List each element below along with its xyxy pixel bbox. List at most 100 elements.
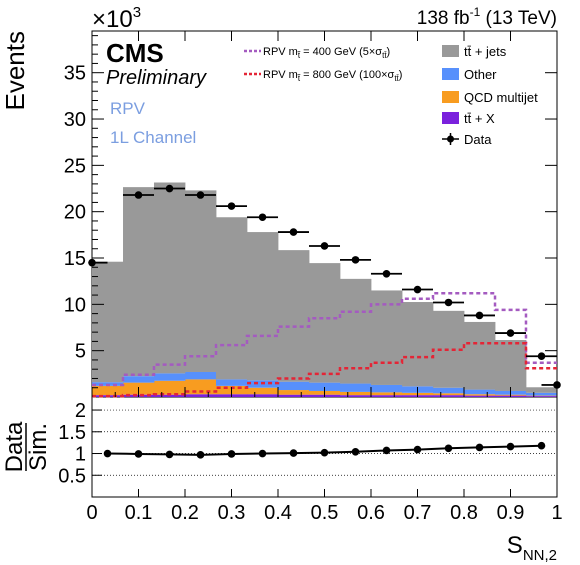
stack-bar-0-8: [339, 395, 372, 397]
data-point-11: [444, 298, 453, 307]
legend-sig800-label: RPV mt̃ = 800 GeV (100×σtt̄): [263, 69, 402, 83]
y-tick-label-6: 35: [64, 63, 86, 85]
y-exponent-label: ×103: [92, 4, 141, 33]
x-tick-label-7: 0.7: [404, 502, 432, 524]
data-point-3: [196, 191, 205, 199]
stack-bar-2-2: [153, 373, 186, 381]
stack-bar-3-7: [309, 263, 341, 383]
channel-label: 1L Channel: [110, 128, 196, 147]
data-point-1: [134, 191, 143, 199]
preliminary-label: Preliminary: [106, 67, 207, 89]
x-tick-label-2: 0.2: [171, 502, 199, 524]
stack-bar-0-11: [432, 395, 465, 397]
data-point-6: [289, 228, 298, 236]
ratio-y-axis-title: Data Sim.: [1, 421, 52, 472]
ratio-point-11: [444, 444, 453, 453]
stack-bar-1-12: [464, 394, 496, 396]
ratio-title-denominator: Sim.: [25, 423, 52, 471]
rpv-label: RPV: [110, 99, 146, 118]
y-tick-label-3: 20: [64, 202, 86, 224]
stack-bar-2-9: [371, 384, 403, 393]
stack-bar-2-6: [278, 381, 310, 391]
stack-bar-3-10: [402, 302, 434, 387]
stack-bar-0-14: [525, 396, 558, 397]
legend-qcd-label: QCD multijet: [464, 90, 538, 105]
stack-bar-3-6: [278, 250, 310, 382]
stack-bar-1-8: [339, 391, 372, 396]
x-axis-title: SNN,2: [507, 532, 557, 564]
data-point-2: [165, 184, 174, 193]
x-tick-label-5: 0.5: [311, 502, 339, 524]
signal-histograms: [92, 291, 557, 398]
ratio-y-tick-label-2: 1.5: [58, 422, 86, 444]
data-point-12: [475, 311, 484, 320]
ratio-point-2: [165, 450, 174, 459]
stack-bar-1-9: [371, 392, 403, 396]
cms-label: CMS: [106, 38, 164, 68]
stack-bar-1-6: [278, 390, 310, 395]
signal-line-1: [92, 342, 557, 398]
stack-bar-0-2: [153, 394, 186, 397]
ratio-point-8: [351, 447, 360, 456]
ratio-point-1: [134, 450, 143, 458]
ratio-point-7: [320, 448, 329, 457]
legend-ttx-label: tt̄ + X: [464, 111, 495, 126]
data-point-9: [382, 269, 391, 278]
stack-bar-0-12: [464, 395, 496, 397]
stacked-background-bars: [92, 182, 558, 397]
legend-ttjets-label: tt̄ + jets: [464, 44, 507, 59]
legend-qcd-swatch: [442, 91, 459, 103]
legend-other-swatch: [442, 68, 459, 80]
stack-bar-0-5: [246, 394, 279, 397]
x-tick-label-0: 0: [86, 502, 97, 524]
x-tick-label-4: 0.4: [264, 502, 292, 524]
data-point-15: [553, 381, 561, 389]
data-point-7: [320, 242, 329, 250]
stack-bar-2-7: [309, 382, 341, 391]
stack-bar-3-9: [371, 290, 403, 385]
legend-data-marker: [442, 133, 459, 145]
data-point-8: [351, 256, 360, 264]
y-tick-label-1: 10: [64, 294, 86, 316]
data-point-13: [506, 329, 515, 337]
stack-bar-3-5: [246, 232, 279, 381]
x-tick-label-9: 0.9: [497, 502, 525, 524]
stack-bar-2-8: [339, 383, 372, 392]
ratio-y-tick-label-1: 1: [75, 444, 86, 466]
x-tick-label-1: 0.1: [125, 502, 153, 524]
ratio-title-numerator: Data: [1, 421, 28, 472]
stack-bar-3-0: [92, 261, 124, 383]
ratio-point-5: [258, 449, 267, 458]
ratio-point-10: [413, 445, 422, 454]
stack-bar-1-0: [92, 385, 124, 396]
stack-bar-3-4: [216, 217, 248, 380]
stack-bar-3-13: [495, 340, 527, 391]
legend-ttx-swatch: [442, 112, 459, 124]
ratio-y-tick-label-0: 0.5: [58, 465, 86, 487]
ratio-points: [92, 409, 557, 476]
x-tick-label-10: 1: [551, 502, 562, 524]
legend-sig400-label: RPV mt̃ = 400 GeV (5×σtt̄): [263, 46, 390, 60]
data-point-4: [227, 202, 236, 210]
ratio-point-6: [289, 449, 298, 457]
ratio-y-tick-label-3: 2: [75, 400, 86, 422]
luminosity-label: 138 fb-1 (13 TeV): [417, 5, 557, 29]
stack-bar-2-12: [464, 389, 496, 395]
y-tick-label-4: 25: [64, 155, 86, 177]
y-tick-label-5: 30: [64, 109, 86, 131]
stack-bar-3-3: [185, 190, 217, 372]
stack-bar-2-3: [185, 371, 217, 380]
ratio-point-9: [382, 446, 391, 455]
ratio-point-14: [537, 441, 546, 450]
ratio-point-12: [475, 443, 484, 452]
stack-bar-2-14: [525, 392, 558, 396]
stack-bar-1-2: [153, 380, 186, 395]
data-points: [88, 184, 561, 389]
x-tick-label-8: 0.8: [450, 502, 478, 524]
stack-bar-1-5: [246, 387, 279, 395]
axis-ticks: 0 0.1 0.2 0.3 0.4 0.5 0.6 0.7 0.8 0.9 151015202530…: [58, 31, 563, 524]
legend-data-label: Data: [464, 132, 492, 147]
stack-bar-2-4: [216, 379, 248, 386]
data-point-10: [413, 285, 422, 294]
ratio-point-3: [196, 451, 205, 459]
